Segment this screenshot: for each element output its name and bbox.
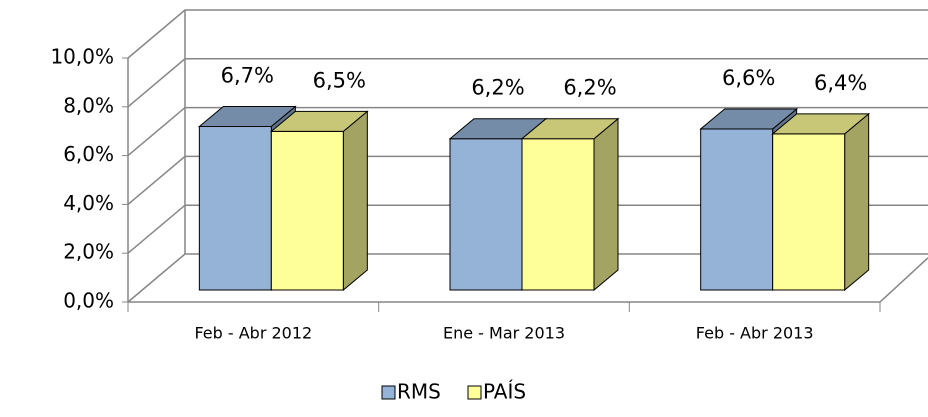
value-label: 6,5% <box>313 68 366 92</box>
value-label: 6,6% <box>722 66 775 90</box>
y-tick-label: 4,0% <box>63 191 114 215</box>
bar-top <box>269 110 369 132</box>
x-tick-label: Ene - Mar 2013 <box>443 324 565 343</box>
x-tick-label: Feb - Abr 2012 <box>194 324 312 343</box>
bar-top <box>699 108 799 130</box>
bar-top <box>197 106 297 128</box>
bar <box>772 133 846 291</box>
y-tick-label: 6,0% <box>63 142 114 166</box>
legend-label: RMS <box>397 380 441 404</box>
bar-top <box>520 118 620 140</box>
bar <box>449 138 523 291</box>
bar-top <box>771 113 871 135</box>
bar-side <box>844 112 870 292</box>
bar-side <box>593 117 619 292</box>
bar <box>700 128 774 291</box>
bar <box>198 126 272 291</box>
legend-label: PAÍS <box>483 380 526 404</box>
y-tick-label: 8,0% <box>63 93 114 117</box>
x-tick-label: Feb - Abr 2013 <box>696 324 814 343</box>
bar-side <box>342 110 368 292</box>
value-label: 6,2% <box>563 76 616 100</box>
y-tick-label: 2,0% <box>63 240 114 264</box>
value-label: 6,7% <box>221 64 274 88</box>
value-label: 6,4% <box>814 71 867 95</box>
grid-line <box>127 9 928 59</box>
value-label: 6,2% <box>471 76 524 100</box>
legend-swatch <box>381 385 396 400</box>
bar <box>521 138 595 291</box>
y-tick-label: 0,0% <box>63 289 114 313</box>
y-tick-label: 10,0% <box>50 45 114 69</box>
bar <box>270 130 344 291</box>
legend-swatch <box>467 385 482 400</box>
